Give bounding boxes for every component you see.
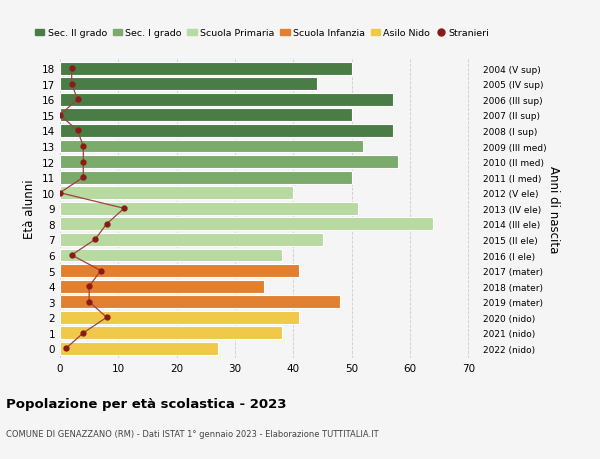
Bar bbox=[60, 280, 264, 293]
Bar bbox=[60, 296, 340, 308]
Bar bbox=[60, 62, 352, 75]
Y-axis label: Età alunni: Età alunni bbox=[23, 179, 37, 239]
Bar bbox=[60, 234, 323, 246]
Bar bbox=[60, 342, 218, 355]
Bar bbox=[60, 140, 364, 153]
Bar bbox=[60, 125, 392, 138]
Bar bbox=[60, 265, 299, 277]
Bar bbox=[60, 78, 317, 91]
Bar bbox=[60, 202, 358, 215]
Text: COMUNE DI GENAZZANO (RM) - Dati ISTAT 1° gennaio 2023 - Elaborazione TUTTITALIA.: COMUNE DI GENAZZANO (RM) - Dati ISTAT 1°… bbox=[6, 429, 379, 438]
Text: Popolazione per età scolastica - 2023: Popolazione per età scolastica - 2023 bbox=[6, 397, 287, 410]
Bar bbox=[60, 187, 293, 200]
Bar bbox=[60, 218, 433, 231]
Bar bbox=[60, 109, 352, 122]
Bar bbox=[60, 327, 281, 340]
Bar bbox=[60, 171, 352, 184]
Legend: Sec. II grado, Sec. I grado, Scuola Primaria, Scuola Infanzia, Asilo Nido, Stran: Sec. II grado, Sec. I grado, Scuola Prim… bbox=[31, 26, 493, 42]
Y-axis label: Anni di nascita: Anni di nascita bbox=[547, 165, 560, 252]
Bar bbox=[60, 94, 392, 106]
Bar bbox=[60, 156, 398, 168]
Bar bbox=[60, 249, 281, 262]
Bar bbox=[60, 311, 299, 324]
